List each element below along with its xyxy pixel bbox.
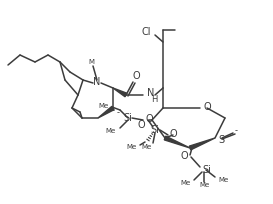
Text: O: O — [170, 129, 178, 139]
Text: O: O — [145, 114, 153, 124]
Text: N: N — [147, 88, 154, 98]
Text: Me: Me — [99, 103, 109, 109]
Text: Si: Si — [151, 125, 159, 135]
Polygon shape — [164, 136, 190, 148]
Text: H: H — [151, 94, 157, 103]
Text: M: M — [88, 59, 94, 65]
Text: Me: Me — [142, 144, 152, 150]
Polygon shape — [113, 88, 127, 97]
Text: O: O — [132, 71, 140, 81]
Text: -: - — [235, 126, 238, 135]
Polygon shape — [189, 138, 215, 150]
Text: -: - — [111, 106, 114, 115]
Text: Si: Si — [124, 113, 132, 123]
Text: Me: Me — [181, 180, 191, 186]
Text: Me: Me — [218, 177, 228, 183]
Text: Me: Me — [199, 182, 209, 188]
Text: Si: Si — [202, 165, 211, 175]
Text: O: O — [137, 120, 145, 130]
Text: O: O — [180, 151, 188, 161]
Text: Me: Me — [106, 128, 116, 134]
Text: Me: Me — [127, 144, 137, 150]
Text: S: S — [218, 135, 224, 145]
Text: Cl: Cl — [141, 27, 151, 37]
Text: N: N — [93, 77, 101, 87]
Text: O: O — [203, 102, 211, 112]
Text: -: - — [117, 109, 120, 118]
Polygon shape — [98, 106, 114, 118]
